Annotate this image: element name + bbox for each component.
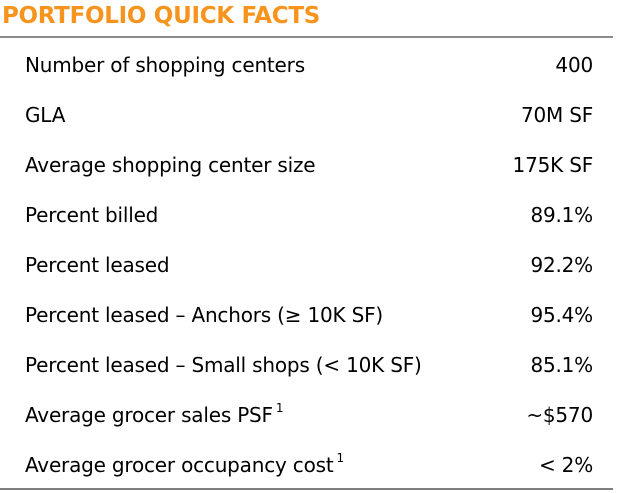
fact-value: 175K SF [512,153,594,177]
fact-row-grocer-sales: Average grocer sales PSF 1 ~$570 [0,390,613,440]
fact-value: < 2% [538,453,593,477]
fact-row-shopping-centers: Number of shopping centers 400 [0,40,613,90]
fact-value: 400 [555,53,593,77]
footnote-marker: 1 [336,451,345,465]
title-divider [0,36,613,38]
fact-label: Percent leased – Small shops (< 10K SF) [25,353,422,377]
fact-label: Percent billed [25,203,159,227]
facts-table: Number of shopping centers 400 GLA 70M S… [0,40,613,490]
fact-row-gla: GLA 70M SF [0,90,613,140]
fact-label: Number of shopping centers [25,53,305,77]
fact-row-grocer-occupancy-cost: Average grocer occupancy cost 1 < 2% [0,440,613,490]
fact-label: Average grocer occupancy cost 1 [25,451,345,477]
fact-value: ~$570 [526,403,593,427]
fact-value: 95.4% [530,303,593,327]
fact-value: 92.2% [530,253,593,277]
fact-label: GLA [25,103,66,127]
fact-row-percent-billed: Percent billed 89.1% [0,190,613,240]
fact-row-percent-leased: Percent leased 92.2% [0,240,613,290]
page-title: PORTFOLIO QUICK FACTS [2,3,321,29]
fact-row-average-center-size: Average shopping center size 175K SF [0,140,613,190]
fact-label: Average shopping center size [25,153,316,177]
fact-value: 70M SF [520,103,593,127]
bottom-divider [0,488,613,490]
fact-label: Percent leased [25,253,170,277]
fact-value: 89.1% [530,203,593,227]
fact-value: 85.1% [530,353,593,377]
footnote-marker: 1 [275,401,284,415]
fact-row-percent-leased-small-shops: Percent leased – Small shops (< 10K SF) … [0,340,613,390]
fact-row-percent-leased-anchors: Percent leased – Anchors (≥ 10K SF) 95.4… [0,290,613,340]
fact-label: Percent leased – Anchors (≥ 10K SF) [25,303,383,327]
fact-label: Average grocer sales PSF 1 [25,401,284,427]
